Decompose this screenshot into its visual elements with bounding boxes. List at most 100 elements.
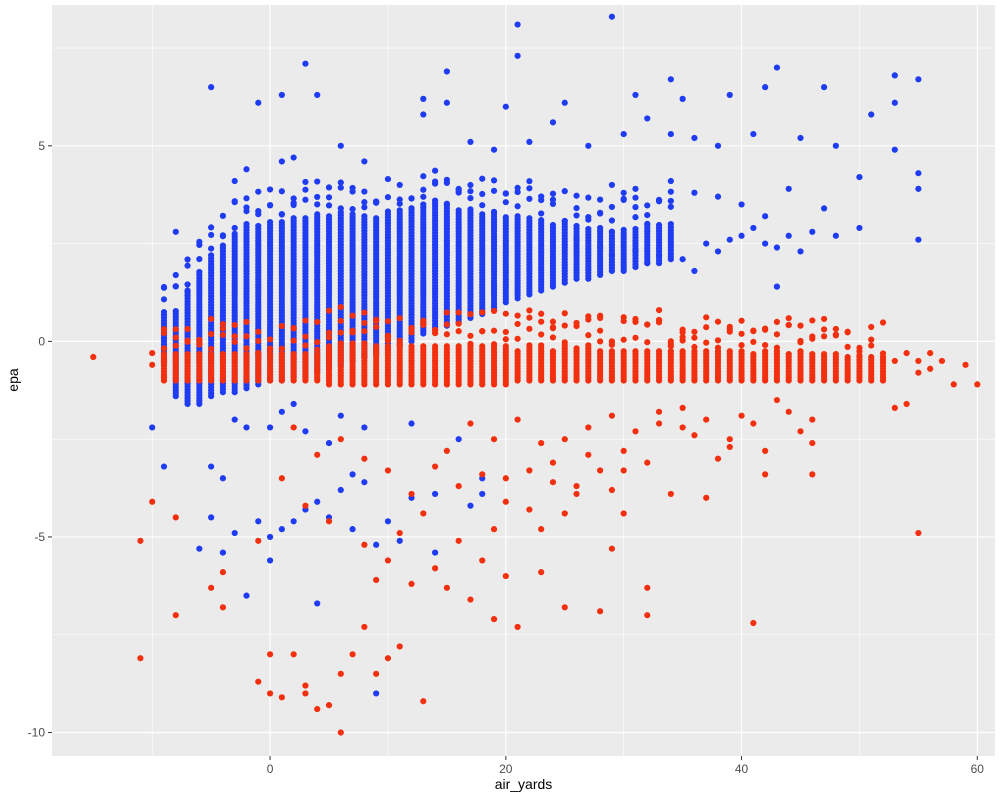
data-point [278, 91, 285, 99]
data-point [443, 200, 450, 207]
data-point [467, 340, 474, 347]
data-point [703, 348, 710, 355]
data-point [443, 309, 450, 316]
data-point [160, 308, 168, 316]
data-point [373, 317, 380, 324]
data-point [514, 213, 521, 220]
data-point [785, 185, 792, 192]
data-point [820, 333, 828, 340]
data-point [278, 188, 285, 195]
data-point [219, 233, 227, 240]
data-point [832, 332, 839, 339]
data-point [526, 506, 533, 513]
data-point [526, 342, 533, 349]
data-point [490, 341, 498, 348]
data-point [467, 195, 474, 202]
data-point [514, 203, 521, 210]
data-point [266, 218, 274, 226]
data-point [679, 424, 686, 431]
data-point [384, 208, 392, 215]
data-point [219, 212, 227, 219]
data-point [255, 188, 262, 195]
data-point [549, 119, 557, 126]
data-point [561, 217, 568, 225]
data-point [408, 329, 415, 336]
data-point [573, 345, 580, 352]
data-point [726, 236, 733, 243]
data-point [337, 142, 344, 149]
data-point [585, 332, 592, 339]
data-point [455, 328, 462, 335]
data-point [467, 138, 474, 146]
data-point [337, 329, 344, 336]
data-point [820, 326, 828, 333]
data-point [608, 412, 616, 419]
data-point [773, 344, 781, 351]
data-point [644, 260, 651, 267]
data-point [620, 510, 627, 517]
data-point [231, 338, 238, 345]
data-point [502, 199, 509, 206]
data-point [349, 651, 356, 658]
data-point [443, 321, 450, 328]
data-point [184, 350, 191, 358]
data-point [490, 615, 498, 623]
data-point [514, 312, 521, 319]
data-point [479, 490, 486, 498]
data-point [196, 241, 203, 249]
data-point [667, 343, 674, 350]
data-point [184, 337, 191, 344]
data-point [361, 158, 368, 165]
data-point [443, 99, 450, 106]
data-point [773, 396, 781, 404]
data-point [762, 213, 769, 220]
data-point [467, 332, 474, 339]
data-point [644, 202, 651, 209]
data-point [314, 318, 321, 326]
data-point [479, 175, 486, 182]
y-axis-title: epa [5, 368, 21, 392]
data-point [561, 322, 568, 329]
data-point [455, 436, 462, 443]
data-point [337, 729, 344, 736]
data-point [278, 408, 285, 415]
data-point [644, 115, 651, 122]
data-point [573, 222, 580, 230]
data-point [726, 436, 733, 443]
data-point [337, 179, 344, 186]
data-point [502, 336, 509, 343]
data-point [208, 252, 215, 259]
data-point [290, 337, 297, 344]
data-point [337, 205, 344, 212]
data-point [231, 321, 238, 329]
data-point [243, 333, 250, 340]
data-point [255, 207, 262, 215]
data-point [620, 196, 627, 204]
data-point [219, 604, 227, 611]
data-point [420, 510, 427, 517]
data-point [278, 345, 285, 352]
data-point [502, 475, 509, 482]
data-point [420, 111, 427, 118]
data-point [184, 287, 191, 294]
data-point [538, 193, 545, 200]
data-point [679, 256, 686, 263]
data-point [691, 328, 698, 335]
data-point [255, 99, 262, 106]
data-point [915, 170, 922, 177]
data-point [773, 64, 781, 71]
data-point [290, 350, 297, 358]
data-point [549, 348, 557, 355]
data-point [325, 184, 333, 191]
data-point [632, 348, 639, 355]
data-point [431, 167, 439, 174]
data-point [420, 173, 427, 180]
data-point [726, 91, 733, 99]
data-point [490, 187, 498, 194]
data-point [679, 404, 686, 411]
data-point [384, 557, 392, 564]
data-point [443, 584, 450, 591]
data-point [915, 369, 922, 376]
data-point [172, 271, 179, 279]
data-point [467, 311, 474, 318]
